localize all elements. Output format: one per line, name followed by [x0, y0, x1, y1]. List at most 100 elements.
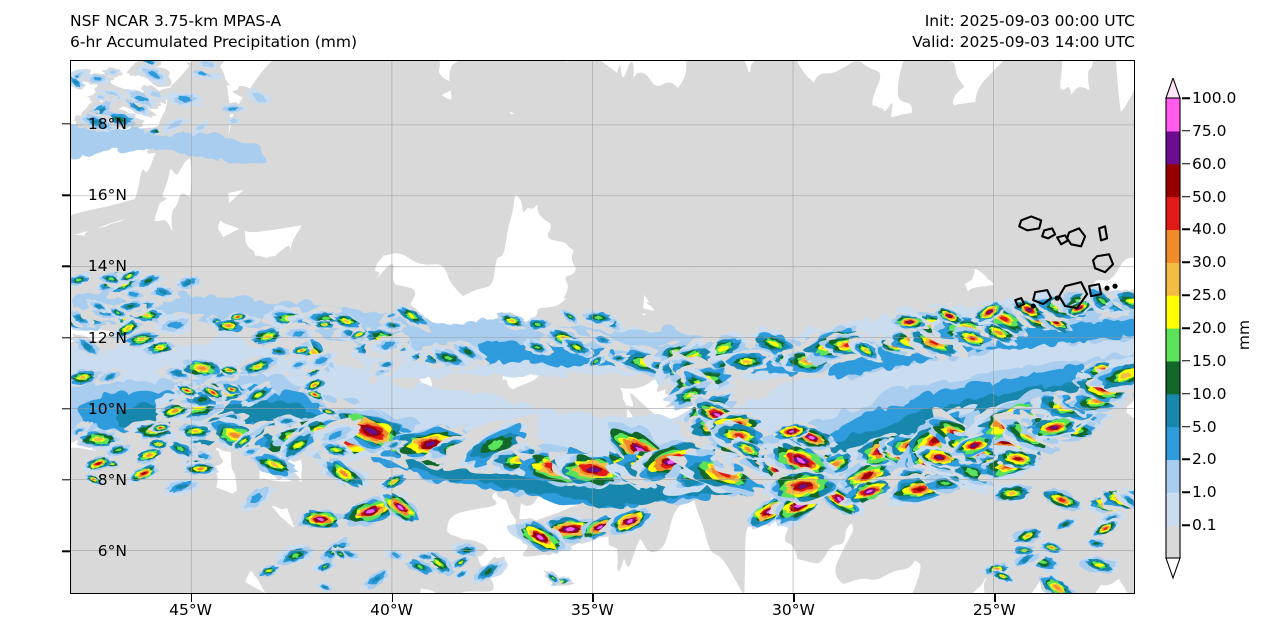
- precip-contour: [1126, 497, 1134, 505]
- latitude-tick-mark: [62, 550, 70, 552]
- colorbar-tick-mark: [1182, 524, 1190, 526]
- precip-contour: [345, 330, 356, 336]
- longitude-tick-mark: [994, 594, 996, 602]
- precip-contour: [798, 484, 808, 489]
- model-name: NSF NCAR 3.75-km MPAS-A: [70, 12, 282, 30]
- colorbar-tick-mark: [1182, 162, 1190, 165]
- precip-contour: [167, 119, 183, 129]
- precip-contour: [484, 567, 493, 576]
- precip-contour: [316, 517, 325, 522]
- precip-contour: [282, 419, 292, 423]
- precip-contour: [1093, 542, 1100, 545]
- precip-contour: [599, 337, 607, 343]
- map-plot-area: [70, 60, 1135, 594]
- precip-contour: [95, 462, 102, 465]
- precip-contour: [965, 467, 979, 477]
- precip-contour: [1000, 575, 1005, 578]
- precip-contour: [159, 427, 162, 429]
- precip-contour: [95, 304, 103, 309]
- precip-contour: [166, 321, 185, 329]
- colorbar-tick-mark: [1182, 360, 1190, 362]
- trace-patch: [333, 61, 454, 141]
- trace-patch: [740, 100, 796, 186]
- precip-contour: [1094, 563, 1105, 568]
- colorbar-tick-mark: [1182, 261, 1190, 264]
- trace-patch: [668, 61, 752, 158]
- colorbar-tick-mark: [1182, 195, 1190, 198]
- precip-contour: [72, 80, 79, 85]
- init-time: Init: 2025-09-03 00:00 UTC: [924, 12, 1135, 30]
- field-name: 6-hr Accumulated Precipitation (mm): [70, 33, 357, 51]
- trace-patch: [1007, 106, 1085, 205]
- colorbar-band: [1166, 262, 1180, 296]
- precip-contour: [200, 61, 215, 68]
- longitude-tick-label: 40°W: [370, 601, 413, 619]
- precip-contour: [338, 553, 343, 556]
- trace-patch: [623, 191, 829, 274]
- coastline-cape-verde: [1058, 281, 1089, 310]
- trace-patch: [677, 266, 746, 335]
- precip-contour: [593, 359, 599, 364]
- colorbar-over-arrow: [1165, 78, 1181, 99]
- precip-contour: [1049, 546, 1054, 549]
- precip-contour: [808, 435, 816, 440]
- colorbar-band: [1166, 163, 1180, 198]
- precip-contour: [229, 432, 241, 439]
- trace-patch: [821, 116, 945, 245]
- colorbar-tick-mark: [1182, 228, 1190, 231]
- colorbar-tick-mark: [1182, 327, 1190, 329]
- precip-contour: [240, 438, 246, 444]
- precip-contour: [1062, 522, 1070, 527]
- colorbar-band: [1166, 196, 1180, 231]
- colorbar-tick-mark: [1182, 392, 1190, 395]
- precip-contour: [536, 534, 544, 540]
- precip-contour: [767, 340, 780, 348]
- precip-contour: [831, 461, 840, 467]
- precip-contour: [275, 349, 283, 353]
- coastline-islet: [1104, 285, 1110, 291]
- precip-contour: [1125, 298, 1134, 304]
- coastline-cape-verde: [1032, 289, 1053, 306]
- precip-contour: [1053, 584, 1062, 591]
- precip-contour: [171, 409, 179, 413]
- coastline-islet: [1054, 295, 1060, 301]
- precip-contour: [616, 357, 622, 360]
- precip-contour: [153, 130, 159, 133]
- precip-contour: [929, 340, 940, 346]
- longitude-tick-mark: [391, 594, 393, 602]
- precip-contour: [236, 316, 240, 318]
- colorbar-tick-mark: [1182, 130, 1190, 132]
- precip-contour: [567, 315, 573, 319]
- longitude-tick-label: 30°W: [771, 601, 815, 619]
- colorbar-outline: [1165, 97, 1181, 559]
- colorbar-tick-label: 5.0: [1192, 417, 1217, 436]
- model-header: NSF NCAR 3.75-km MPAS-A 6-hr Accumulated…: [70, 11, 357, 53]
- precip-contour: [328, 430, 342, 441]
- precip-contour: [397, 504, 404, 511]
- precip-contour: [596, 525, 604, 530]
- precip-contour: [91, 119, 104, 126]
- trace-patch: [951, 61, 1061, 204]
- precip-contour: [133, 95, 150, 102]
- trace-patch: [972, 197, 1045, 264]
- precip-contour: [75, 278, 82, 282]
- trace-patch: [295, 121, 414, 278]
- precip-contour: [322, 586, 328, 589]
- precip-contour: [138, 337, 146, 341]
- trace-patch: [275, 159, 466, 245]
- precip-contour: [408, 312, 415, 319]
- precip-contour: [1120, 372, 1132, 379]
- precip-contour: [1098, 298, 1107, 305]
- precip-contour: [565, 526, 576, 532]
- precip-contour: [733, 433, 745, 439]
- precip-contour: [713, 413, 722, 417]
- colorbar-tick-mark: [1182, 294, 1190, 296]
- precip-contour: [744, 446, 752, 453]
- precip-contour: [229, 118, 238, 124]
- colorbar-tick-label: 25.0: [1192, 286, 1227, 305]
- precip-contour: [509, 319, 515, 323]
- precip-contour: [487, 439, 504, 451]
- colorbar-unit-label: mm: [1235, 319, 1253, 351]
- colorbar-tick-label: 75.0: [1192, 121, 1227, 140]
- precip-contour: [156, 346, 163, 349]
